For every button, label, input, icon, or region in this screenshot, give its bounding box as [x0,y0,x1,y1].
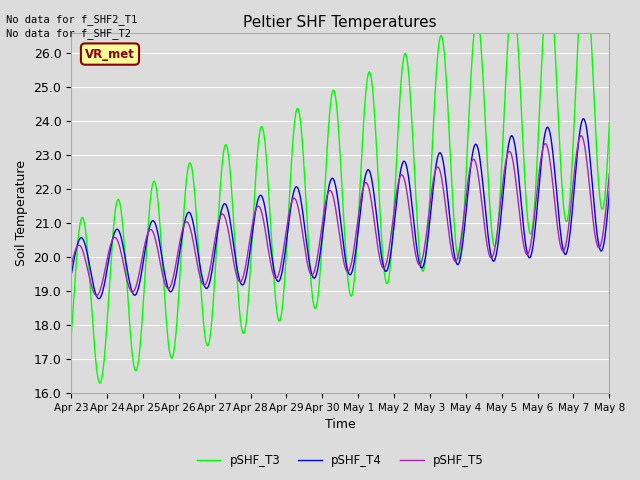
pSHF_T4 [133,289,141,295]
pSHF_T4 [579,116,587,121]
Line: pSHF_T4: pSHF_T4 [71,119,609,299]
Legend: pSHF_T3, pSHF_T4, pSHF_T5: pSHF_T3, pSHF_T4, pSHF_T5 [192,449,488,472]
Text: No data for f_SHF_T2: No data for f_SHF_T2 [6,28,131,39]
pSHF_T3 [605,120,613,125]
pSHF_T5 [133,280,141,286]
pSHF_T5 [422,235,430,240]
pSHF_T3 [216,187,224,192]
pSHF_T4 [605,189,613,194]
pSHF_T4 [188,214,195,220]
pSHF_T4 [216,214,224,219]
pSHF_T4 [77,235,84,240]
pSHF_T4 [67,272,75,278]
pSHF_T3 [133,366,141,372]
pSHF_T3 [406,92,414,97]
Text: VR_met: VR_met [85,48,135,60]
pSHF_T5 [605,171,613,177]
pSHF_T3 [77,217,84,223]
pSHF_T4 [95,296,102,301]
Y-axis label: Soil Temperature: Soil Temperature [15,160,28,266]
pSHF_T4 [406,187,414,193]
Line: pSHF_T3: pSHF_T3 [71,0,609,383]
pSHF_T5 [406,214,414,219]
Text: No data for f_SHF2_T1: No data for f_SHF2_T1 [6,13,138,24]
X-axis label: Time: Time [325,419,356,432]
Title: Peltier SHF Temperatures: Peltier SHF Temperatures [243,15,437,30]
pSHF_T4 [422,251,430,257]
pSHF_T5 [93,293,100,299]
pSHF_T3 [96,380,104,386]
pSHF_T3 [422,252,430,258]
pSHF_T5 [188,231,195,237]
Line: pSHF_T5: pSHF_T5 [71,136,609,296]
pSHF_T3 [67,335,75,340]
pSHF_T3 [188,164,195,170]
pSHF_T5 [216,214,224,219]
pSHF_T5 [577,133,585,139]
pSHF_T5 [77,244,84,250]
pSHF_T5 [67,263,75,269]
